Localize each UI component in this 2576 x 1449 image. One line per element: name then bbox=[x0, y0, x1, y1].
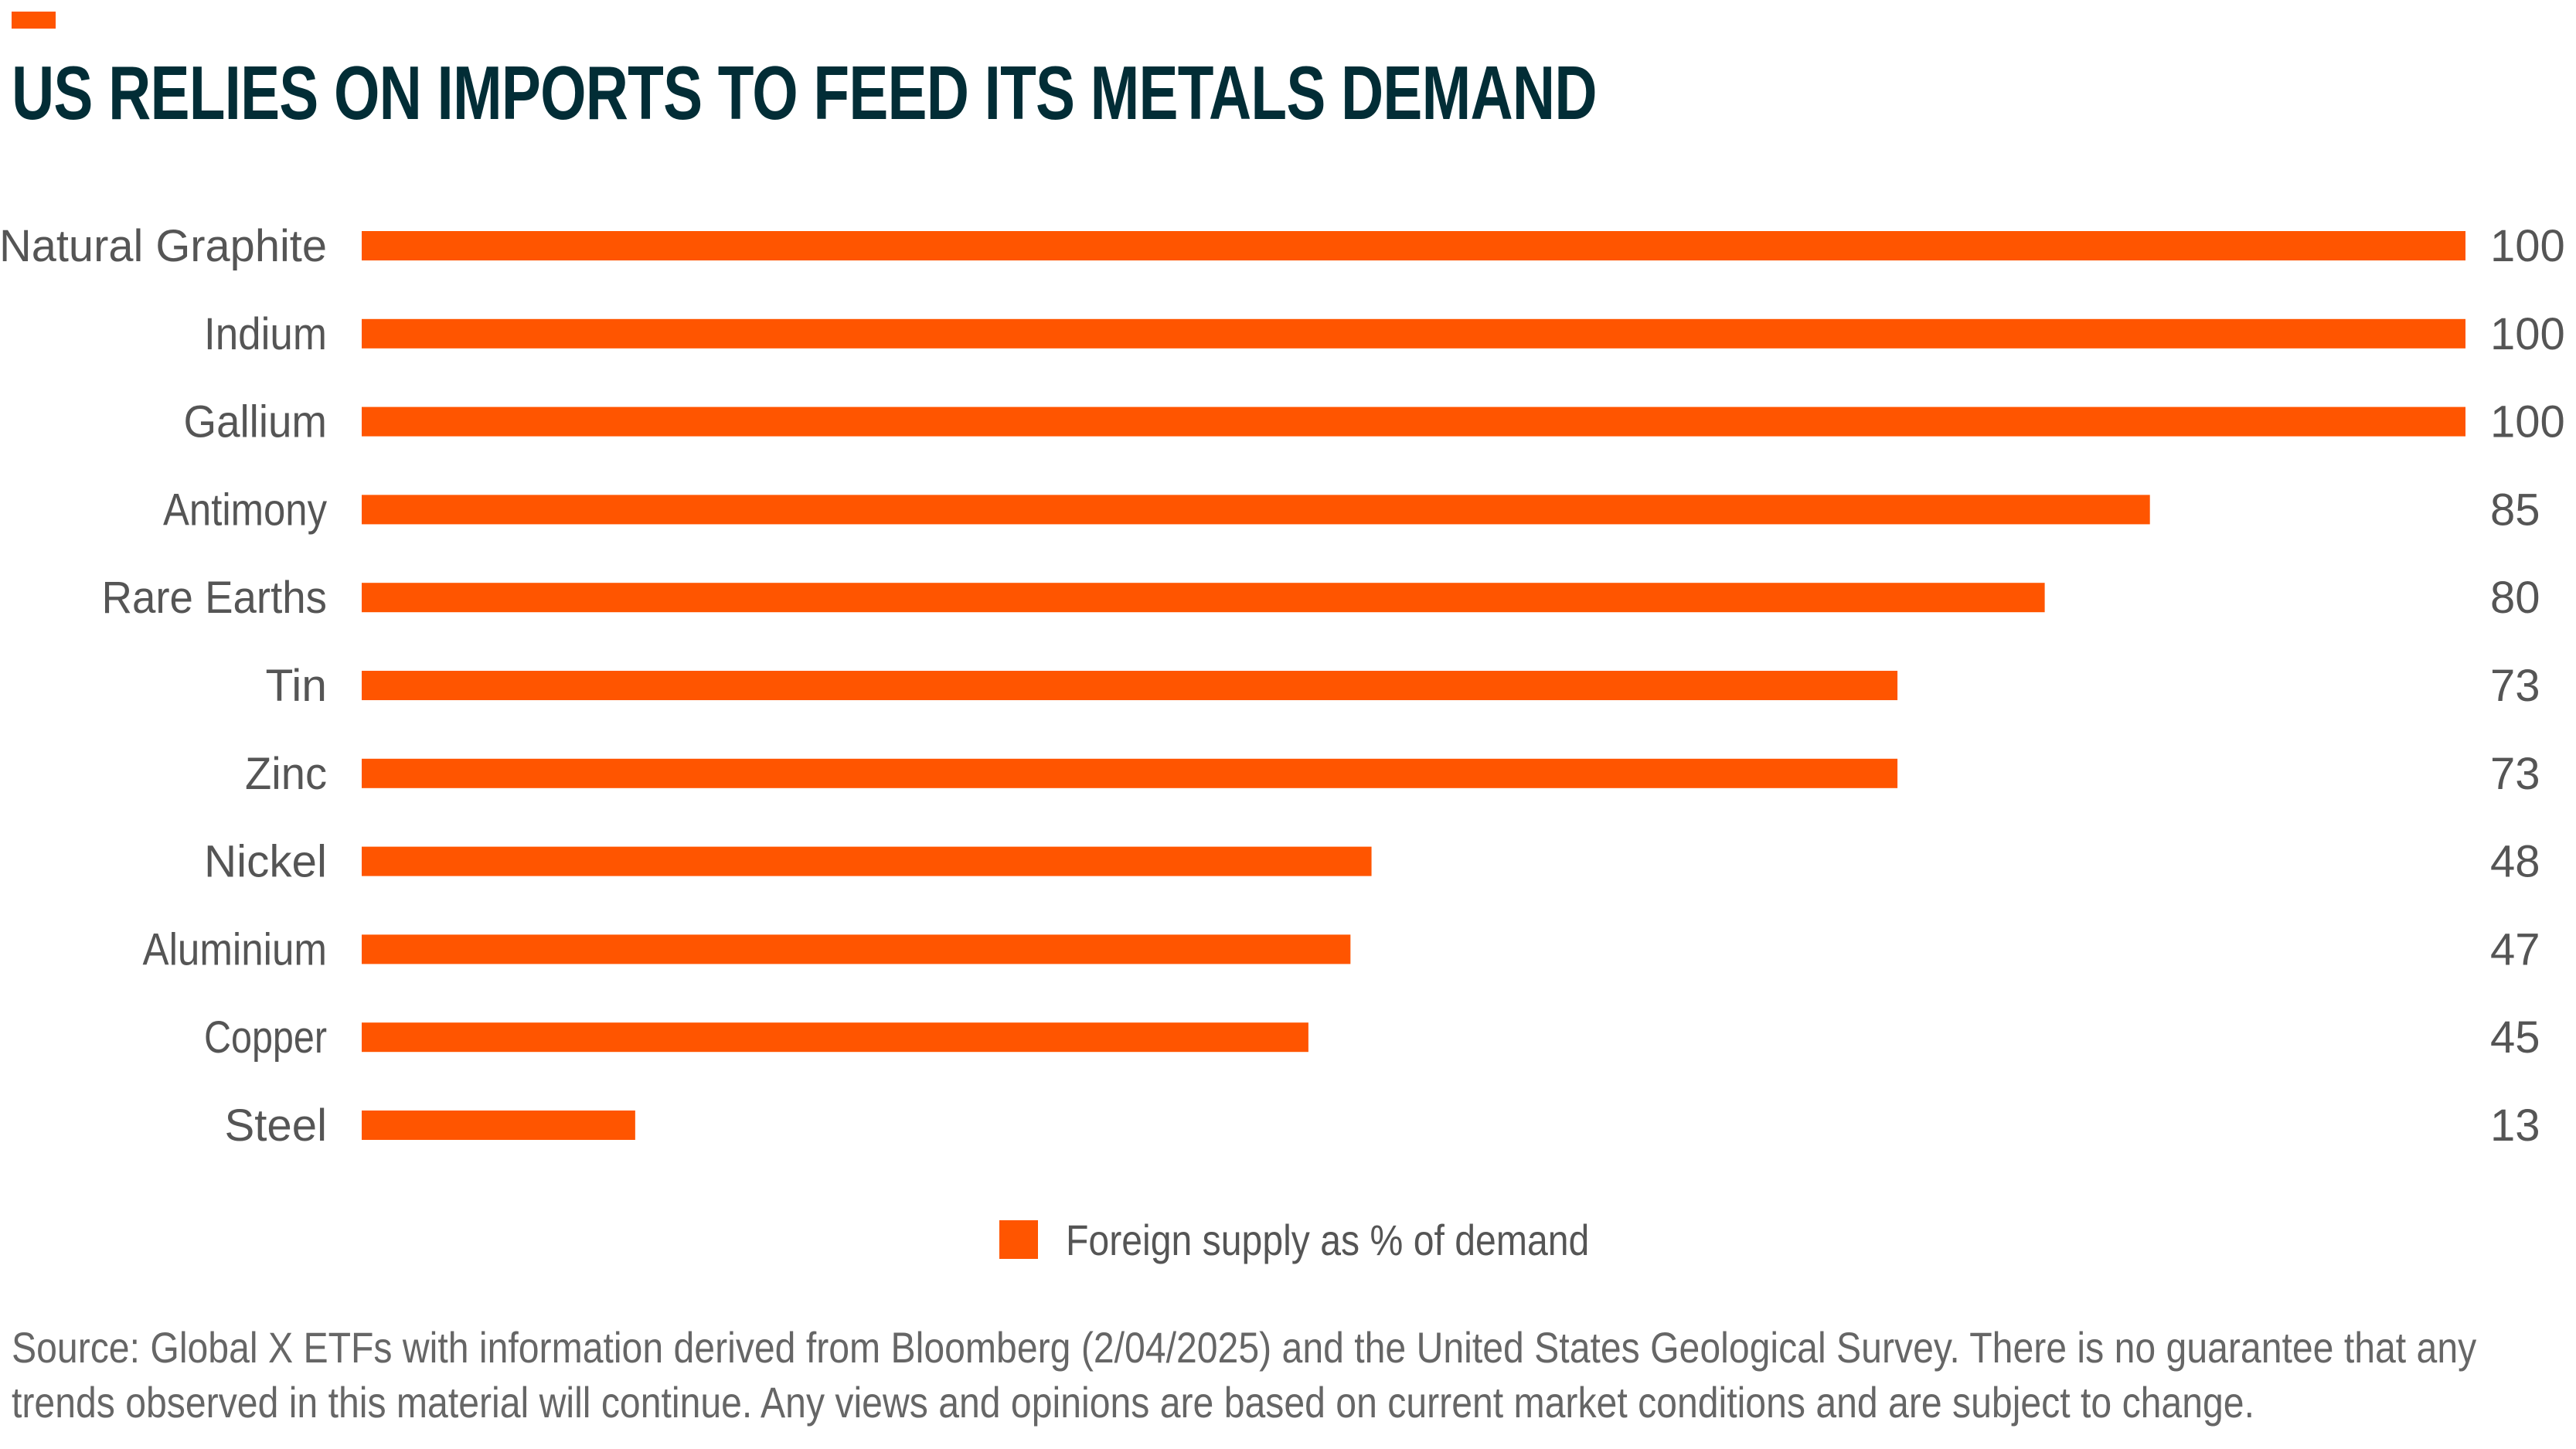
source-line-2: trends observed in this material will co… bbox=[12, 1378, 2254, 1427]
value-label: 100 bbox=[2490, 221, 2565, 271]
bar bbox=[362, 671, 1898, 700]
category-label: Natural Graphite bbox=[0, 221, 327, 271]
bar bbox=[362, 495, 2150, 525]
source-note: Source: Global X ETFs with information d… bbox=[12, 1320, 2511, 1430]
bar bbox=[362, 758, 1898, 788]
value-label: 80 bbox=[2490, 573, 2540, 623]
value-label: 45 bbox=[2490, 1012, 2540, 1063]
value-label: 47 bbox=[2490, 924, 2540, 975]
chart-title: US RELIES ON IMPORTS TO FEED ITS METALS … bbox=[12, 50, 1598, 135]
category-label: Rare Earths bbox=[102, 573, 328, 623]
bar bbox=[362, 1111, 635, 1140]
bar bbox=[362, 846, 1372, 876]
value-label: 85 bbox=[2490, 485, 2540, 535]
category-label: Aluminium bbox=[143, 924, 328, 975]
category-label: Indium bbox=[204, 309, 327, 359]
bar bbox=[362, 1022, 1308, 1053]
source-line-1: Source: Global X ETFs with information d… bbox=[12, 1323, 2477, 1372]
category-label: Antimony bbox=[163, 485, 327, 535]
bar-chart: Natural Graphite 100 Indium 100 Gallium 100 An… bbox=[0, 221, 2565, 1151]
bar bbox=[362, 318, 2465, 349]
legend-swatch bbox=[999, 1220, 1038, 1259]
value-label: 100 bbox=[2490, 309, 2565, 359]
category-label: Steel bbox=[225, 1100, 328, 1151]
bar bbox=[362, 934, 1351, 964]
category-label: Copper bbox=[204, 1012, 327, 1063]
category-label: Gallium bbox=[184, 397, 328, 447]
category-label: Zinc bbox=[245, 749, 327, 799]
value-label: 73 bbox=[2490, 749, 2540, 799]
bar bbox=[362, 583, 2045, 613]
legend-label: Foreign supply as % of demand bbox=[1066, 1215, 1590, 1264]
bar bbox=[362, 231, 2465, 260]
bar bbox=[362, 406, 2465, 437]
value-label: 13 bbox=[2490, 1100, 2540, 1151]
value-label: 73 bbox=[2490, 661, 2540, 711]
category-label: Nickel bbox=[204, 837, 327, 887]
legend: Foreign supply as % of demand bbox=[999, 1216, 1675, 1264]
category-label: Tin bbox=[266, 661, 328, 711]
brand-accent-marker bbox=[12, 12, 56, 29]
value-label: 48 bbox=[2490, 837, 2540, 887]
value-label: 100 bbox=[2490, 397, 2565, 447]
